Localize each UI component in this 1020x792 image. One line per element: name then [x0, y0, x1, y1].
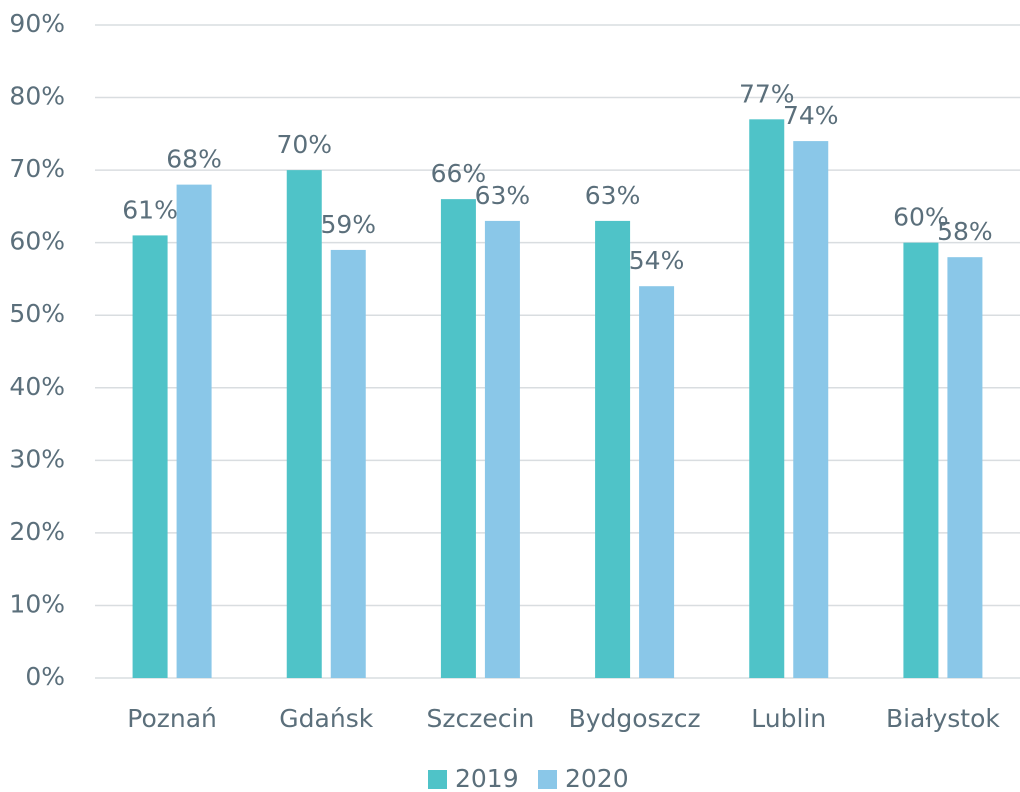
data-label: 66% [431, 159, 487, 188]
bar [440, 199, 476, 678]
bar [330, 249, 366, 678]
bar [132, 235, 168, 678]
bar [286, 170, 322, 678]
data-label: 63% [475, 181, 531, 210]
y-tick-label: 0% [25, 662, 65, 691]
data-label: 68% [166, 145, 222, 174]
bar [639, 286, 675, 678]
bar [947, 257, 983, 678]
data-label: 63% [585, 181, 641, 210]
data-label: 61% [122, 195, 178, 224]
data-label: 54% [629, 246, 685, 275]
y-tick-label: 50% [9, 299, 65, 328]
y-tick-label: 20% [9, 517, 65, 546]
y-tick-label: 60% [9, 227, 65, 256]
legend-swatch [538, 770, 557, 789]
data-label: 60% [893, 203, 949, 232]
y-tick-label: 30% [9, 444, 65, 473]
data-label: 77% [739, 79, 795, 108]
data-label: 74% [783, 101, 839, 130]
bar [484, 220, 520, 678]
data-label: 70% [276, 130, 332, 159]
bar [903, 242, 939, 678]
x-tick-label: Bydgoszcz [569, 704, 701, 733]
data-label: 59% [320, 210, 376, 239]
x-tick-label: Białystok [886, 704, 1000, 733]
y-tick-label: 80% [9, 82, 65, 111]
data-label: 58% [937, 217, 993, 246]
bar [793, 141, 829, 679]
bar [749, 119, 785, 679]
y-tick-label: 10% [9, 589, 65, 618]
x-tick-label: Szczecin [427, 704, 535, 733]
bar [176, 184, 212, 678]
y-tick-label: 90% [9, 9, 65, 38]
x-tick-label: Gdańsk [279, 704, 373, 733]
y-tick-label: 70% [9, 154, 65, 183]
legend-swatch [428, 770, 447, 789]
x-tick-label: Poznań [127, 704, 217, 733]
legend-label: 2020 [565, 764, 629, 792]
legend-label: 2019 [455, 764, 519, 792]
bar [595, 220, 631, 678]
y-tick-label: 40% [9, 372, 65, 401]
x-tick-label: Lublin [751, 704, 826, 733]
